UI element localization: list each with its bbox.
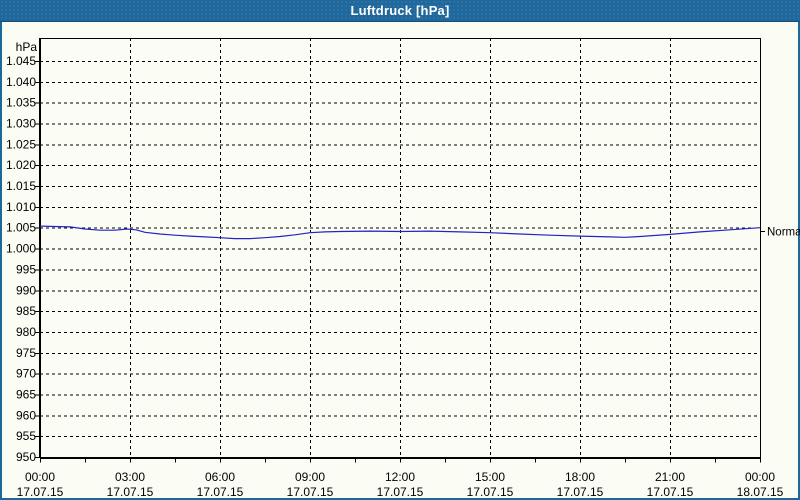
x-date-label: 18.07.15 xyxy=(737,485,784,499)
y-tick-label: 1.040 xyxy=(6,75,36,89)
y-tick-label: 975 xyxy=(16,346,36,360)
x-date-label: 17.07.15 xyxy=(377,485,424,499)
pressure-line xyxy=(39,225,761,240)
y-tick-label: 1.045 xyxy=(6,54,36,68)
y-axis-unit-label: hPa xyxy=(16,40,38,54)
x-date-label: 17.07.15 xyxy=(17,485,64,499)
x-time-label: 03:00 xyxy=(115,470,145,484)
x-time-label: 18:00 xyxy=(565,470,595,484)
y-tick-label: 980 xyxy=(16,325,36,339)
x-date-label: 17.07.15 xyxy=(467,485,514,499)
x-time-label: 06:00 xyxy=(205,470,235,484)
y-tick-label: 1.020 xyxy=(6,158,36,172)
y-tick-label: 1.005 xyxy=(6,221,36,235)
y-tick-label: 995 xyxy=(16,262,36,276)
y-tick-label: 955 xyxy=(16,429,36,443)
y-tick-label: 1.000 xyxy=(6,242,36,256)
y-tick-label: 970 xyxy=(16,367,36,381)
y-tick-label: 960 xyxy=(16,408,36,422)
x-time-label: 21:00 xyxy=(655,470,685,484)
y-tick-label: 990 xyxy=(16,283,36,297)
y-tick-label: 1.010 xyxy=(6,200,36,214)
x-date-label: 17.07.15 xyxy=(557,485,604,499)
window-titlebar: Luftdruck [hPa] xyxy=(0,0,800,22)
y-tick-label: 985 xyxy=(16,304,36,318)
x-date-label: 17.07.15 xyxy=(287,485,334,499)
x-time-label: 12:00 xyxy=(385,470,415,484)
x-time-label: 00:00 xyxy=(25,470,55,484)
y-tick-label: 950 xyxy=(16,450,36,464)
y-tick-label: 1.015 xyxy=(6,179,36,193)
x-date-label: 17.07.15 xyxy=(107,485,154,499)
y-tick-label: 1.025 xyxy=(6,137,36,151)
x-date-label: 17.07.15 xyxy=(197,485,244,499)
y-tick-label: 1.035 xyxy=(6,96,36,110)
normal-marker-label: Normal xyxy=(767,227,800,239)
y-tick-label: 965 xyxy=(16,387,36,401)
x-time-label: 00:00 xyxy=(745,470,775,484)
x-time-label: 15:00 xyxy=(475,470,505,484)
x-time-label: 09:00 xyxy=(295,470,325,484)
y-tick-label: 1.030 xyxy=(6,117,36,131)
window-title: Luftdruck [hPa] xyxy=(350,3,450,18)
x-date-label: 17.07.15 xyxy=(647,485,694,499)
